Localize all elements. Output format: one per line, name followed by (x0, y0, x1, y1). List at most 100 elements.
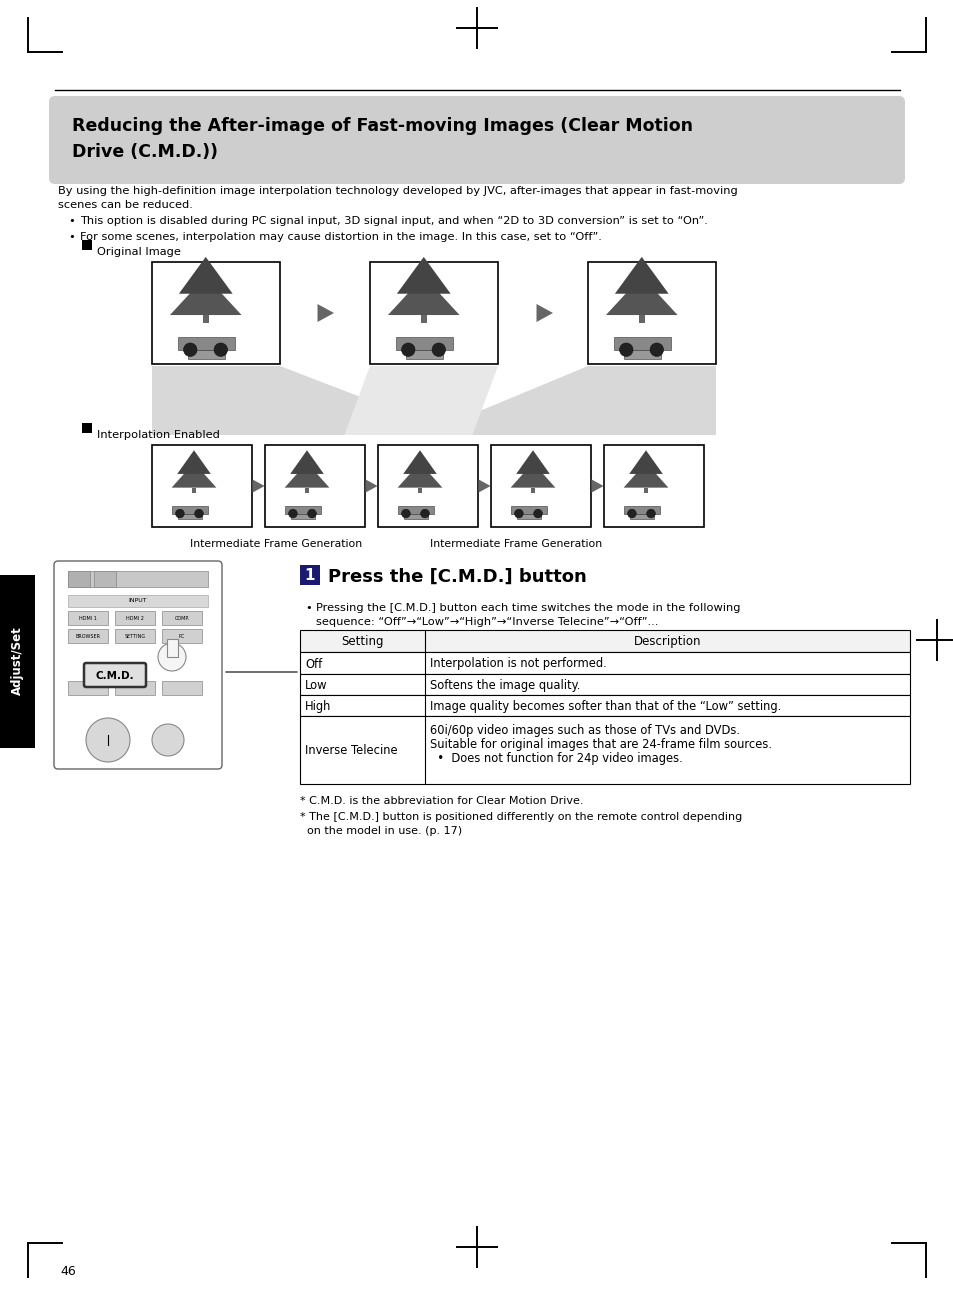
Circle shape (175, 509, 184, 518)
Text: Low: Low (305, 679, 327, 692)
Bar (377, 445, 477, 527)
Polygon shape (510, 462, 555, 488)
Polygon shape (290, 451, 323, 474)
Polygon shape (516, 451, 549, 474)
FancyBboxPatch shape (49, 96, 904, 184)
Text: HDMI 1: HDMI 1 (79, 615, 97, 620)
Text: This option is disabled during PC signal input, 3D signal input, and when “2D to: This option is disabled during PC signal… (80, 216, 707, 227)
Circle shape (308, 509, 316, 518)
Bar (603, 445, 703, 527)
Text: 60i/60p video images such as those of TVs and DVDs.: 60i/60p video images such as those of TV… (430, 724, 740, 737)
Circle shape (533, 509, 541, 518)
Bar (417, 488, 421, 493)
Bar (202, 315, 209, 324)
Text: HDMI 2: HDMI 2 (126, 615, 144, 620)
Polygon shape (170, 276, 241, 315)
Bar (152, 262, 280, 364)
Text: Reducing the After-image of Fast-moving Images (Clear Motion: Reducing the After-image of Fast-moving … (71, 117, 692, 135)
Bar (623, 350, 660, 359)
Bar (395, 338, 453, 350)
Bar (192, 488, 195, 493)
Bar (299, 695, 909, 716)
Text: scenes can be reduced.: scenes can be reduced. (58, 199, 193, 210)
Text: By using the high-definition image interpolation technology developed by JVC, af: By using the high-definition image inter… (58, 186, 737, 196)
Polygon shape (478, 479, 490, 492)
Bar (94, 571, 116, 587)
Text: •: • (68, 232, 74, 242)
Text: Intermediate Frame Generation: Intermediate Frame Generation (430, 539, 601, 549)
Text: High: High (305, 701, 331, 714)
Bar (511, 505, 546, 514)
Bar (82, 423, 91, 433)
Polygon shape (152, 366, 458, 435)
Circle shape (514, 509, 522, 518)
Text: Softens the image quality.: Softens the image quality. (430, 679, 579, 692)
Text: Intermediate Frame Generation: Intermediate Frame Generation (190, 539, 362, 549)
Polygon shape (177, 451, 211, 474)
Text: Suitable for original images that are 24-frame film sources.: Suitable for original images that are 24… (430, 738, 771, 751)
Bar (613, 338, 671, 350)
Bar (299, 651, 909, 673)
Circle shape (183, 343, 197, 356)
Bar (82, 240, 91, 250)
Bar (177, 338, 235, 350)
Circle shape (194, 509, 203, 518)
Bar (587, 262, 716, 364)
Polygon shape (591, 479, 603, 492)
Bar (178, 514, 202, 519)
Text: Description: Description (633, 636, 700, 649)
Circle shape (289, 509, 297, 518)
Circle shape (213, 343, 228, 356)
Text: * C.M.D. is the abbreviation for Clear Motion Drive.: * C.M.D. is the abbreviation for Clear M… (299, 796, 583, 805)
Bar (0, 575, 35, 749)
Circle shape (420, 509, 429, 518)
Polygon shape (605, 276, 677, 315)
Bar (420, 315, 427, 324)
Text: COMP.: COMP. (174, 615, 190, 620)
Text: SETTING: SETTING (124, 633, 146, 638)
Polygon shape (344, 366, 497, 435)
Polygon shape (403, 451, 436, 474)
Bar (630, 514, 653, 519)
Bar (162, 611, 202, 625)
Text: Inverse Telecine: Inverse Telecine (305, 745, 397, 758)
Bar (299, 716, 909, 783)
Polygon shape (179, 256, 233, 294)
Polygon shape (172, 462, 216, 488)
Bar (115, 681, 154, 695)
Text: Pressing the [C.M.D.] button each time switches the mode in the following: Pressing the [C.M.D.] button each time s… (315, 603, 740, 613)
Bar (643, 488, 647, 493)
Text: For some scenes, interpolation may cause distortion in the image. In this case, : For some scenes, interpolation may cause… (80, 232, 601, 242)
Bar (491, 445, 590, 527)
Bar (404, 514, 428, 519)
Circle shape (618, 343, 633, 356)
Text: PC: PC (178, 633, 185, 638)
Circle shape (152, 724, 184, 756)
Bar (299, 629, 909, 651)
Bar (292, 514, 314, 519)
Bar (162, 681, 202, 695)
Bar (167, 638, 178, 657)
Text: C.M.D.: C.M.D. (95, 671, 134, 681)
Bar (68, 571, 90, 587)
Bar (115, 629, 154, 644)
Circle shape (649, 343, 663, 356)
Polygon shape (629, 451, 662, 474)
Bar (152, 445, 252, 527)
Polygon shape (396, 256, 450, 294)
Text: INPUT: INPUT (129, 598, 147, 603)
Bar (406, 350, 443, 359)
Polygon shape (421, 366, 716, 435)
Polygon shape (623, 462, 668, 488)
Text: Original Image: Original Image (97, 247, 181, 256)
Text: Drive (C.M.D.)): Drive (C.M.D.)) (71, 142, 218, 161)
Polygon shape (388, 276, 459, 315)
Polygon shape (284, 462, 329, 488)
FancyBboxPatch shape (54, 561, 222, 769)
Polygon shape (536, 304, 553, 322)
Bar (517, 514, 540, 519)
Text: sequence: “Off”→“Low”→“High”→“Inverse Telecine”→“Off”...: sequence: “Off”→“Low”→“High”→“Inverse Te… (315, 616, 658, 627)
Text: •: • (68, 216, 74, 227)
Circle shape (401, 509, 410, 518)
Circle shape (646, 509, 655, 518)
